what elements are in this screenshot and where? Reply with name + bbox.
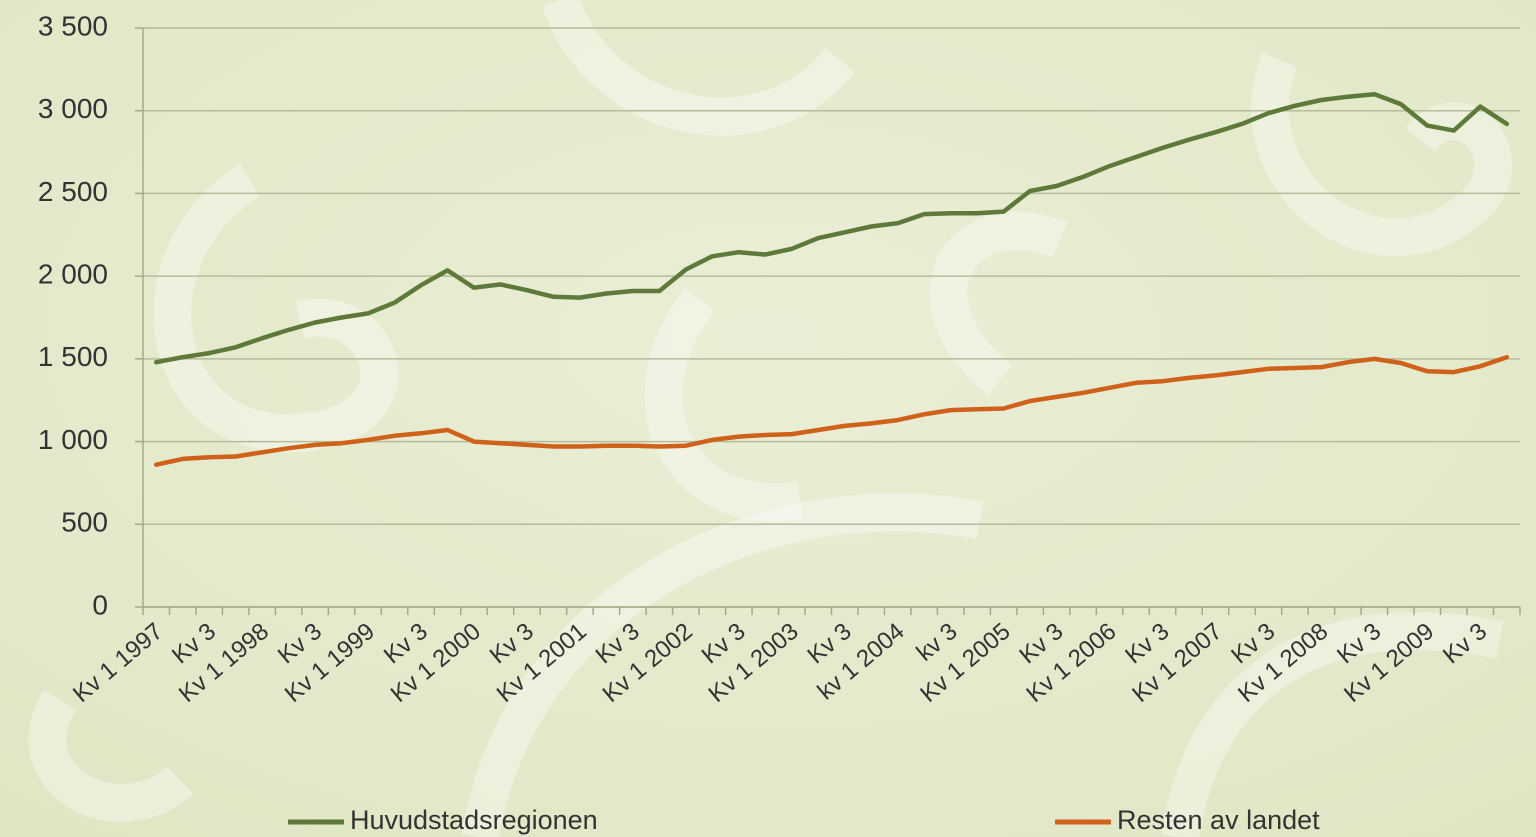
y-tick-label: 2 000 xyxy=(38,259,108,290)
y-tick-label: 2 500 xyxy=(38,176,108,207)
chart: 05001 0001 5002 0002 5003 0003 500Kv 1 1… xyxy=(0,0,1536,837)
y-tick-label: 1 000 xyxy=(38,424,108,455)
y-tick-label: 3 500 xyxy=(38,10,108,41)
y-tick-label: 3 000 xyxy=(38,93,108,124)
y-tick-label: 500 xyxy=(61,507,108,538)
page: 05001 0001 5002 0002 5003 0003 500Kv 1 1… xyxy=(0,0,1536,837)
y-tick-label: 1 500 xyxy=(38,341,108,372)
legend-label: Huvudstadsregionen xyxy=(350,805,598,835)
y-tick-label: 0 xyxy=(92,589,108,620)
legend-label: Resten av landet xyxy=(1117,805,1320,835)
